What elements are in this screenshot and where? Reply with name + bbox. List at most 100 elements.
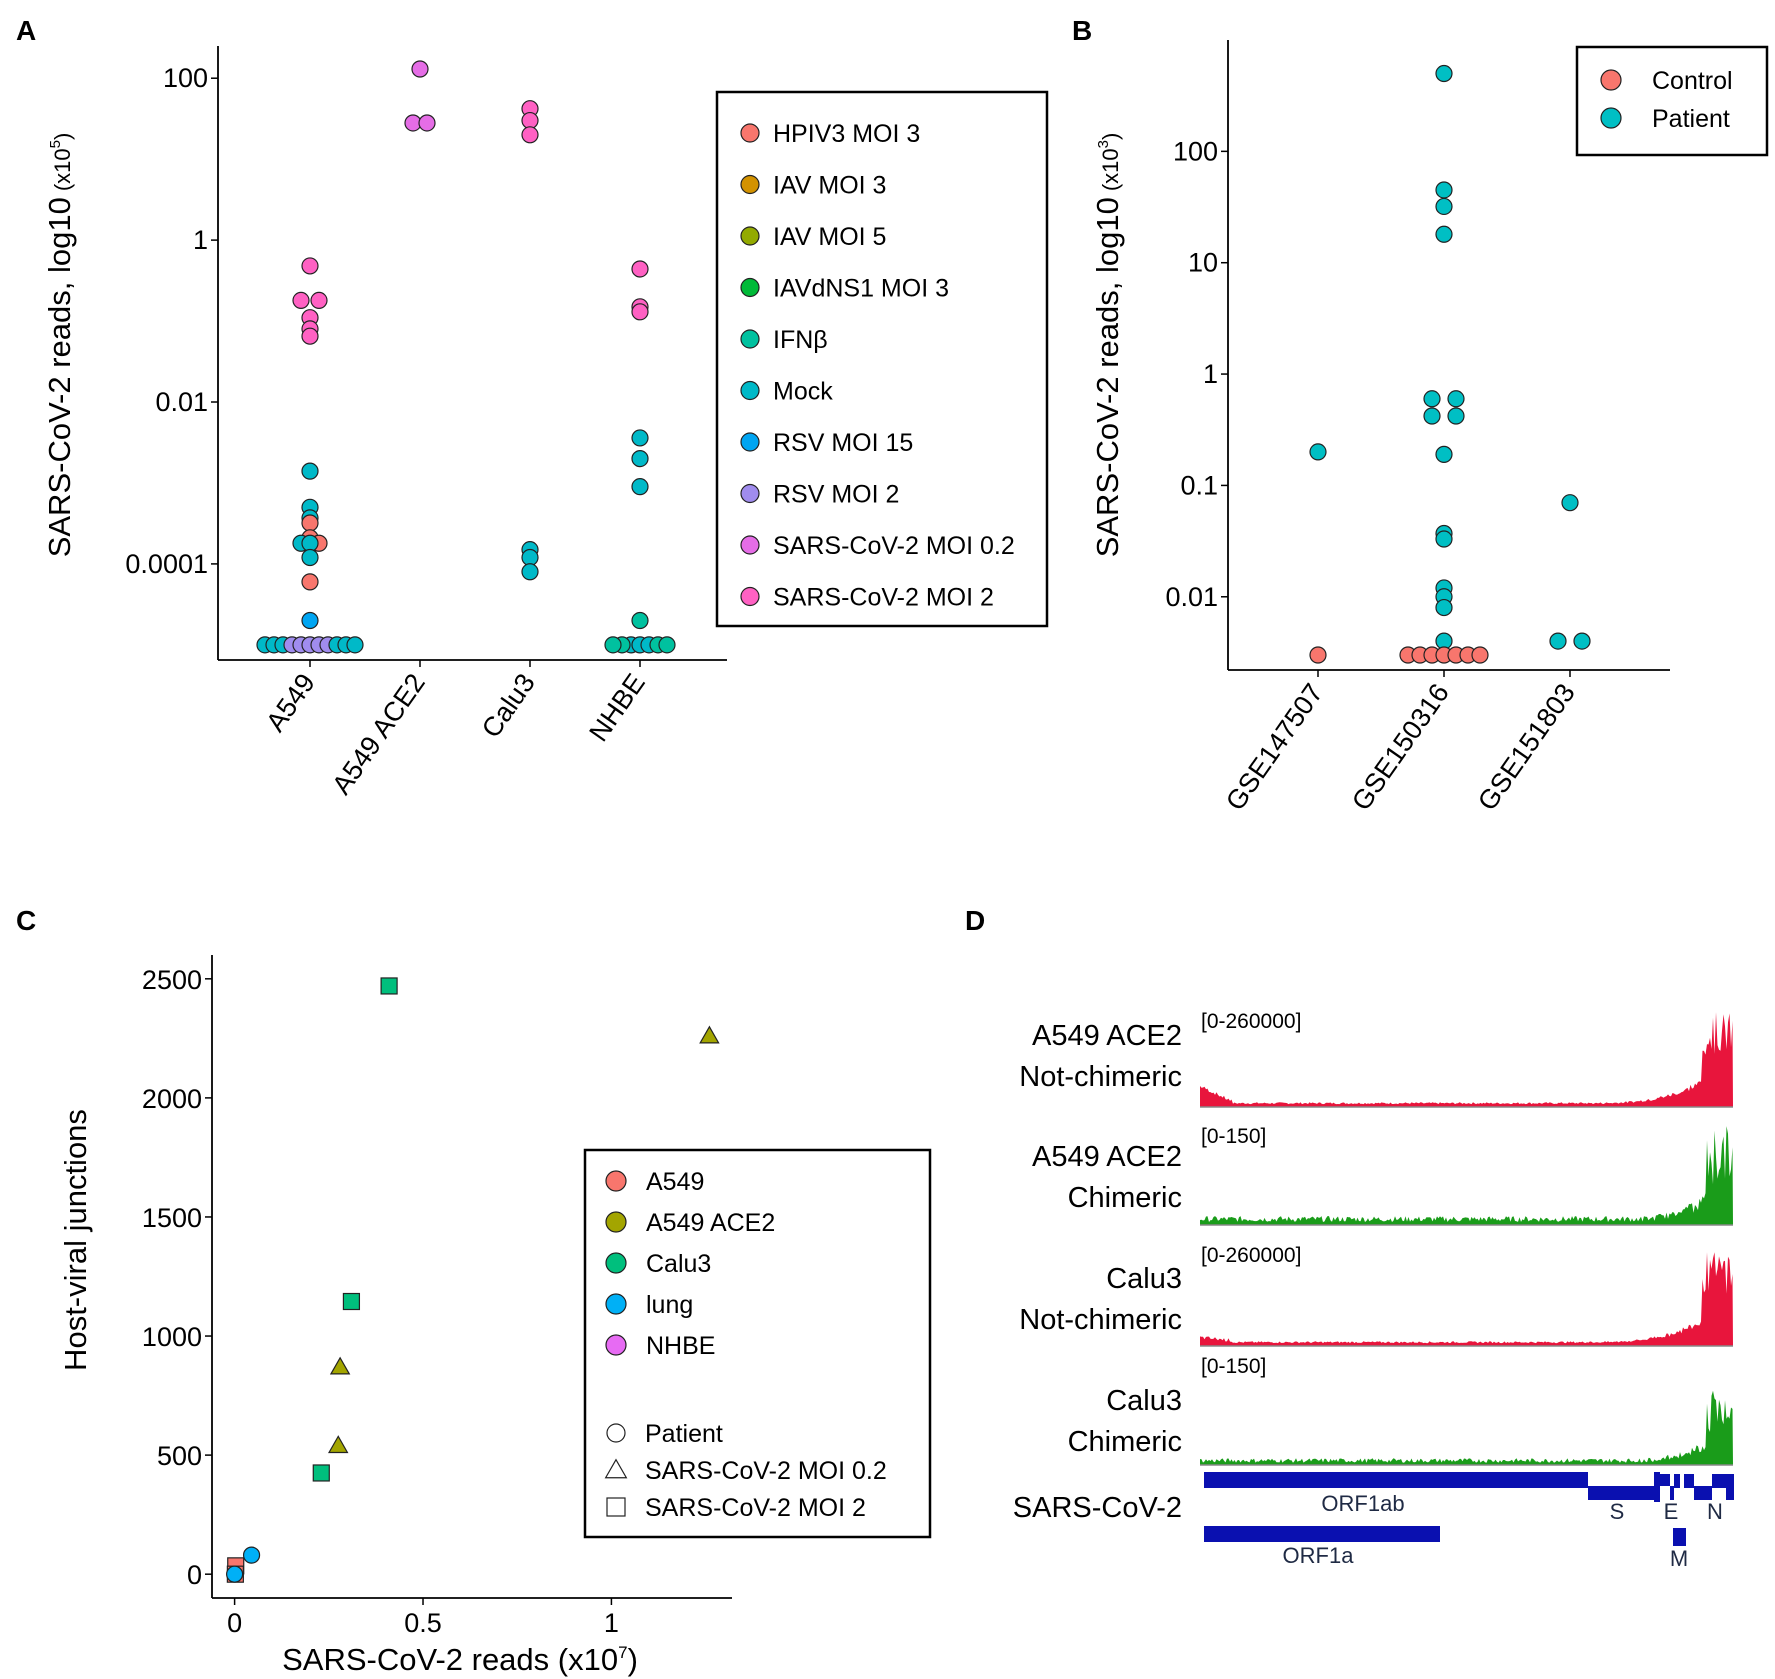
panel-a-legend-key-iav-moi-3 <box>740 174 760 195</box>
track-3-coverage <box>1200 1252 1733 1346</box>
panel-a-legend-entries: HPIV3 MOI 3 IAV MOI 3 IAV MOI 5 IAVdNS1 MOI… <box>740 120 1015 612</box>
panel-b-x-tick-label-gse150316: GSE150316 <box>1346 678 1455 816</box>
panel-c-point-calu3-square <box>380 977 398 995</box>
panel-a-point-sars-cov-2-moi-0-2 <box>411 60 429 78</box>
panel-label-d: D <box>965 905 985 936</box>
gene-n-label: N <box>1707 1499 1723 1524</box>
panel-b-point-patient <box>1309 443 1327 461</box>
gene-s-label: S <box>1610 1499 1625 1524</box>
panel-a-ylabel-unit: (x10 <box>50 148 75 191</box>
track-1-label-line1: A549 ACE2 <box>1032 1020 1182 1052</box>
gene-n-bar <box>1712 1474 1734 1488</box>
panel-c-legend-key-lung <box>605 1293 627 1315</box>
panel-a: A 100 1 0.01 0.0001 A549 A549 ACE2 Calu3 NHBE S… <box>16 15 1049 800</box>
panel-b-y-tick-label: 0.1 <box>1180 470 1218 500</box>
panel-c-legend-shape-label-sars-cov-2-moi-2: SARS-CoV-2 MOI 2 <box>645 1494 866 1522</box>
panel-b-point-patient <box>1423 390 1441 408</box>
panel-b-point-patient <box>1435 181 1453 199</box>
panel-b-point-patient <box>1447 390 1465 408</box>
gene-s-bar <box>1588 1486 1654 1500</box>
panel-c-point-lung-circle <box>242 1546 261 1564</box>
panel-c-legend-label-lung: lung <box>646 1291 693 1319</box>
panel-c-xlabel-exp: 7 <box>618 1643 627 1662</box>
panel-label-c: C <box>16 905 36 936</box>
panel-c-point-calu3-square <box>312 1464 330 1482</box>
panel-b-x-tick-label-gse151803: GSE151803 <box>1472 678 1581 816</box>
panel-c-legend-key-a549-ace2 <box>605 1211 627 1233</box>
panel-c-point-a549-ace2-triangle <box>699 1025 720 1044</box>
panel-a-ylabel-main: SARS-CoV-2 reads, log10 <box>42 197 77 557</box>
panel-b-point-patient <box>1435 197 1453 216</box>
panel-c-xlabel-main: SARS-CoV-2 reads (x10 <box>282 1642 618 1677</box>
panel-b-y-axis-label: SARS-CoV-2 reads, log10 (x103) <box>1090 133 1125 558</box>
panel-a-legend-key-ifn <box>740 329 760 349</box>
panel-a-legend-key-hpiv3-moi-3 <box>740 123 760 143</box>
track-2-label-line1: A549 ACE2 <box>1032 1141 1182 1173</box>
panel-b-point-patient <box>1423 407 1441 425</box>
panel-b-point-control <box>1471 646 1489 664</box>
panel-b-point-patient <box>1561 494 1579 512</box>
panel-b-point-patient <box>1549 632 1567 650</box>
panel-a-point-ifn <box>658 636 676 654</box>
panel-c-legend-label-nhbe: NHBE <box>646 1332 715 1360</box>
panel-a-legend-label-hpiv3-moi-3: HPIV3 MOI 3 <box>773 120 920 148</box>
track-4-label-line2: Chimeric <box>1068 1426 1182 1458</box>
panel-a-legend-key-rsv-moi-15 <box>740 432 760 452</box>
panel-a-ylabel-close: ) <box>50 133 75 140</box>
panel-a-x-tick-label-a549: A549 <box>260 668 321 737</box>
panel-a-legend: HPIV3 MOI 3 IAV MOI 3 IAV MOI 5 IAVdNS1 MOI… <box>715 90 1049 628</box>
panel-a-legend-label-iavdns1-moi-3: IAVdNS1 MOI 3 <box>773 275 949 303</box>
track-1-label-line2: Not-chimeric <box>1019 1061 1182 1093</box>
panel-a-legend-key-iav-moi-5 <box>740 226 760 246</box>
panel-a-legend-key-sars-cov-2-moi-2 <box>740 586 760 607</box>
panel-a-legend-label-ifn: IFNβ <box>773 326 828 354</box>
panel-a-legend-label-rsv-moi-15: RSV MOI 15 <box>773 429 913 457</box>
track-3-label-line2: Not-chimeric <box>1019 1304 1182 1336</box>
panel-c-legend-label-calu3: Calu3 <box>646 1250 711 1278</box>
panel-c-y-tick-label: 0 <box>187 1560 202 1590</box>
panel-c-point-a549-ace2-triangle <box>329 1356 351 1375</box>
panel-b-x-tick-label-gse147507: GSE147507 <box>1220 678 1329 816</box>
panel-a-point-mock <box>346 636 364 654</box>
panel-a-legend-label-sars-cov-2-moi-2: SARS-CoV-2 MOI 2 <box>773 584 994 612</box>
panel-b-point-patient <box>1573 632 1591 650</box>
panel-b-legend-entries: Control Patient <box>1600 67 1733 133</box>
gene-orf1ab-bar <box>1204 1472 1588 1488</box>
track-1-range: [0-260000] <box>1201 1010 1301 1033</box>
panel-b-y-tick-label: 10 <box>1188 248 1218 278</box>
panel-c-legend-key-a549 <box>605 1170 627 1192</box>
panel-a-point-mock <box>521 563 539 581</box>
panel-a-point-mock <box>521 548 539 567</box>
track-4-coverage <box>1200 1390 1733 1465</box>
gene-orf1a-bar <box>1204 1526 1440 1542</box>
genome-track-label: SARS-CoV-2 <box>1013 1492 1182 1524</box>
panel-c-x-axis-label: SARS-CoV-2 reads (x107) <box>282 1642 638 1677</box>
panel-b-y-tick-label: 1 <box>1203 359 1218 389</box>
gene-junction-block <box>1654 1472 1660 1502</box>
panel-a-marks: 100 1 0.01 0.0001 A549 A549 ACE2 Calu3 NHBE <box>125 46 727 800</box>
panel-c-legend-label-a549-ace2: A549 ACE2 <box>646 1209 775 1237</box>
panel-c-point-lung-circle <box>226 1565 244 1583</box>
panel-a-x-tick-label-nhbe: NHBE <box>583 668 651 747</box>
panel-label-a: A <box>16 15 36 46</box>
panel-b-ylabel-close: ) <box>1098 133 1123 140</box>
panel-a-legend-label-sars-cov-2-moi-0-2: SARS-CoV-2 MOI 0.2 <box>773 532 1015 560</box>
panel-a-legend-key-iavdns1-moi-3 <box>740 277 760 298</box>
panel-a-point-sars-cov-2-moi-2 <box>301 327 319 345</box>
panel-c-legend-shape-label-patient: Patient <box>645 1420 723 1448</box>
panel-b-point-patient <box>1447 407 1465 425</box>
panel-b-legend-key-control <box>1600 69 1622 91</box>
panel-b-y-tick-label: 100 <box>1173 136 1218 166</box>
panel-a-point-sars-cov-2-moi-2 <box>310 291 328 309</box>
gene-orf7-bar <box>1684 1474 1694 1488</box>
panel-a-point-mock <box>631 449 649 468</box>
panel-a-legend-label-iav-moi-3: IAV MOI 3 <box>773 172 886 200</box>
panel-a-point-sars-cov-2-moi-2 <box>521 111 539 130</box>
panel-b-point-patient <box>1435 64 1453 83</box>
panel-b-legend-key-patient <box>1600 107 1622 129</box>
track-3-label-line1: Calu3 <box>1106 1263 1182 1295</box>
gene-orf8-bar <box>1694 1486 1712 1500</box>
panel-a-legend-label-mock: Mock <box>773 378 833 406</box>
panel-b-legend-label-patient: Patient <box>1652 105 1730 133</box>
